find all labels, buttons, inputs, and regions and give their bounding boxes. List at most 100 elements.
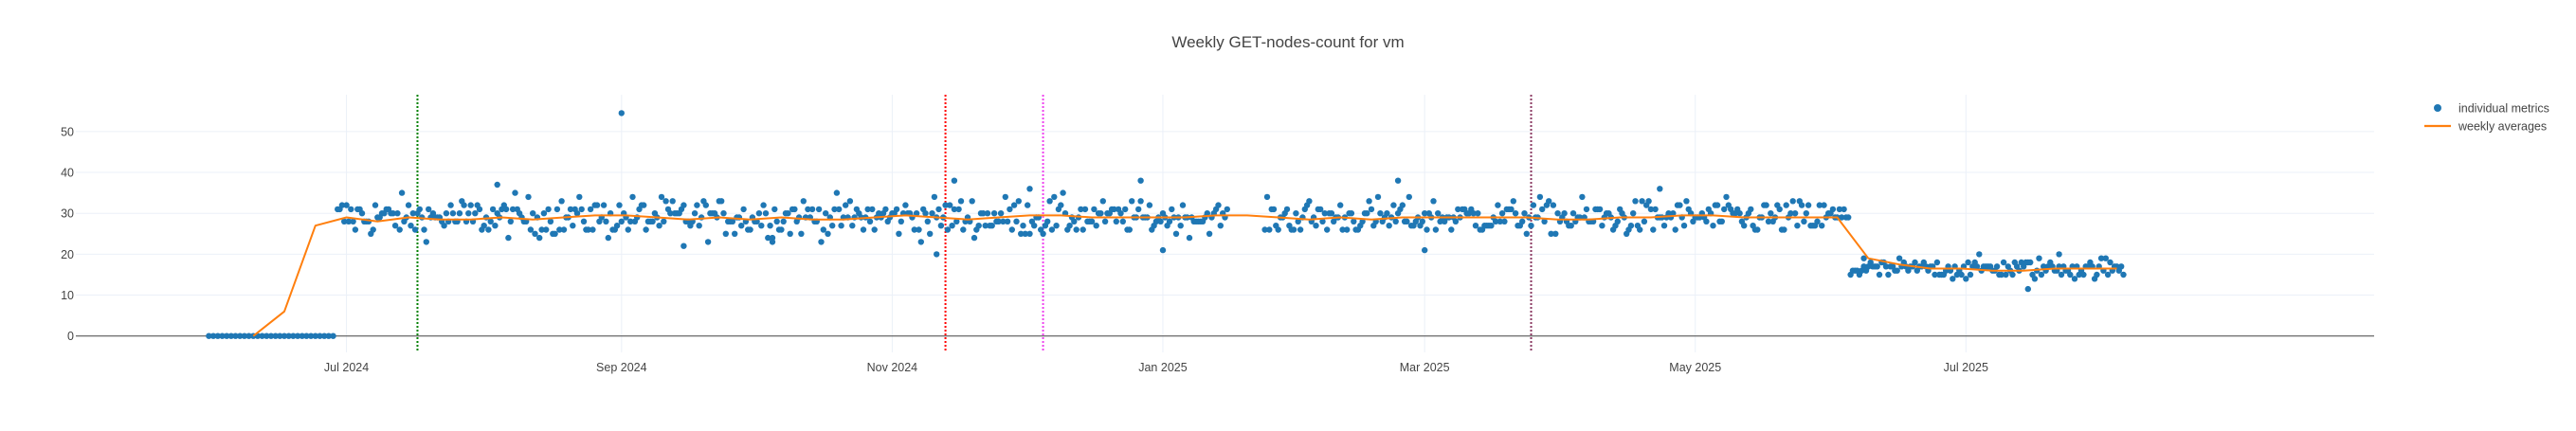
metric-point xyxy=(343,202,350,208)
metric-point xyxy=(1206,230,1213,237)
metric-point xyxy=(1683,198,1690,205)
metric-point xyxy=(1275,226,1281,233)
metric-point xyxy=(1470,210,1477,217)
metric-point xyxy=(935,206,942,213)
metric-point xyxy=(358,210,366,217)
legend-item-weekly-averages[interactable]: weekly averages xyxy=(2424,120,2547,134)
metric-point xyxy=(1680,223,1688,229)
metric-point xyxy=(590,226,596,233)
metric-point xyxy=(224,332,230,339)
metric-point xyxy=(1435,210,1442,217)
metric-point xyxy=(352,226,359,233)
metric-point xyxy=(1670,210,1677,217)
metric-point xyxy=(2038,271,2045,278)
y-tick-label: 40 xyxy=(61,167,74,180)
metric-point xyxy=(1204,210,1211,217)
metric-point xyxy=(1111,206,1117,213)
metric-point xyxy=(755,210,763,217)
metric-point xyxy=(1179,202,1187,208)
metric-point xyxy=(990,210,998,217)
metric-point xyxy=(1122,206,1129,213)
metric-point xyxy=(502,206,510,213)
metric-point xyxy=(618,110,625,117)
metric-point xyxy=(587,206,594,213)
metric-point xyxy=(643,226,649,233)
legend-item-individual-metrics[interactable]: individual metrics xyxy=(2434,102,2549,116)
metric-point xyxy=(1932,271,1938,278)
metric-point xyxy=(1703,218,1710,224)
metric-point xyxy=(1026,230,1033,237)
metric-point xyxy=(405,202,412,208)
metric-point xyxy=(694,202,700,208)
metric-point xyxy=(1328,210,1335,217)
metric-point xyxy=(704,239,712,245)
metric-point xyxy=(838,223,844,229)
chart-title: Weekly GET-nodes-count for vm xyxy=(1171,33,1404,51)
metric-point xyxy=(272,332,279,339)
metric-point xyxy=(1290,226,1297,233)
metric-point xyxy=(1860,255,1867,261)
weekly-averages-layer xyxy=(252,214,2117,337)
metric-point xyxy=(1053,223,1060,229)
metric-point xyxy=(787,230,793,237)
metric-point xyxy=(947,202,953,208)
metric-point xyxy=(975,223,982,229)
metric-point xyxy=(1007,206,1013,213)
metric-point xyxy=(465,210,472,217)
metric-point xyxy=(1113,218,1120,224)
metric-point xyxy=(1639,198,1645,205)
metric-point xyxy=(836,206,843,213)
x-tick-label: Jul 2024 xyxy=(324,361,369,374)
metric-point xyxy=(1816,202,1823,208)
metric-point xyxy=(1819,223,1825,229)
metric-point xyxy=(1018,230,1025,237)
legend[interactable]: individual metrics weekly averages xyxy=(2424,102,2549,134)
metric-point xyxy=(556,226,563,233)
metric-point xyxy=(1519,218,1526,224)
metric-point xyxy=(1013,218,1020,224)
metric-point xyxy=(558,198,565,205)
metric-point xyxy=(345,218,353,224)
metric-point xyxy=(2102,255,2109,261)
metric-point xyxy=(443,210,450,217)
metric-point xyxy=(1455,206,1461,213)
metric-point xyxy=(641,202,647,208)
metric-point xyxy=(1126,226,1134,233)
metric-point xyxy=(540,210,548,217)
metric-point xyxy=(798,230,805,237)
metric-point xyxy=(1933,259,1941,266)
metric-point xyxy=(341,218,348,224)
metric-point xyxy=(1430,198,1437,205)
legend-label-weekly-averages: weekly averages xyxy=(2458,120,2547,134)
metric-point xyxy=(1497,218,1504,224)
metric-point xyxy=(849,223,856,229)
metric-point xyxy=(209,332,217,339)
metric-point xyxy=(241,332,248,339)
metric-point xyxy=(1521,210,1528,217)
metric-point xyxy=(507,218,514,224)
metric-point xyxy=(929,210,935,217)
metric-point xyxy=(545,206,552,213)
metric-point xyxy=(1650,226,1657,233)
legend-label-individual-metrics: individual metrics xyxy=(2458,102,2549,116)
metric-point xyxy=(593,202,601,208)
metric-point xyxy=(1896,255,1903,261)
metric-point xyxy=(740,206,747,213)
metric-point xyxy=(603,218,609,224)
metric-point xyxy=(1117,210,1124,217)
metric-point xyxy=(661,218,667,224)
metric-point xyxy=(1801,218,1807,224)
metric-point xyxy=(1647,206,1655,213)
metric-point xyxy=(1004,218,1011,224)
metric-point xyxy=(924,218,931,224)
metric-point xyxy=(882,206,889,213)
metric-point xyxy=(277,332,283,339)
metric-point xyxy=(1098,210,1104,217)
metric-point xyxy=(1374,193,1382,201)
metric-point xyxy=(913,210,920,217)
metric-point xyxy=(747,226,753,233)
metric-point xyxy=(1306,198,1313,205)
metric-point xyxy=(902,202,909,208)
metric-point xyxy=(1384,210,1390,217)
